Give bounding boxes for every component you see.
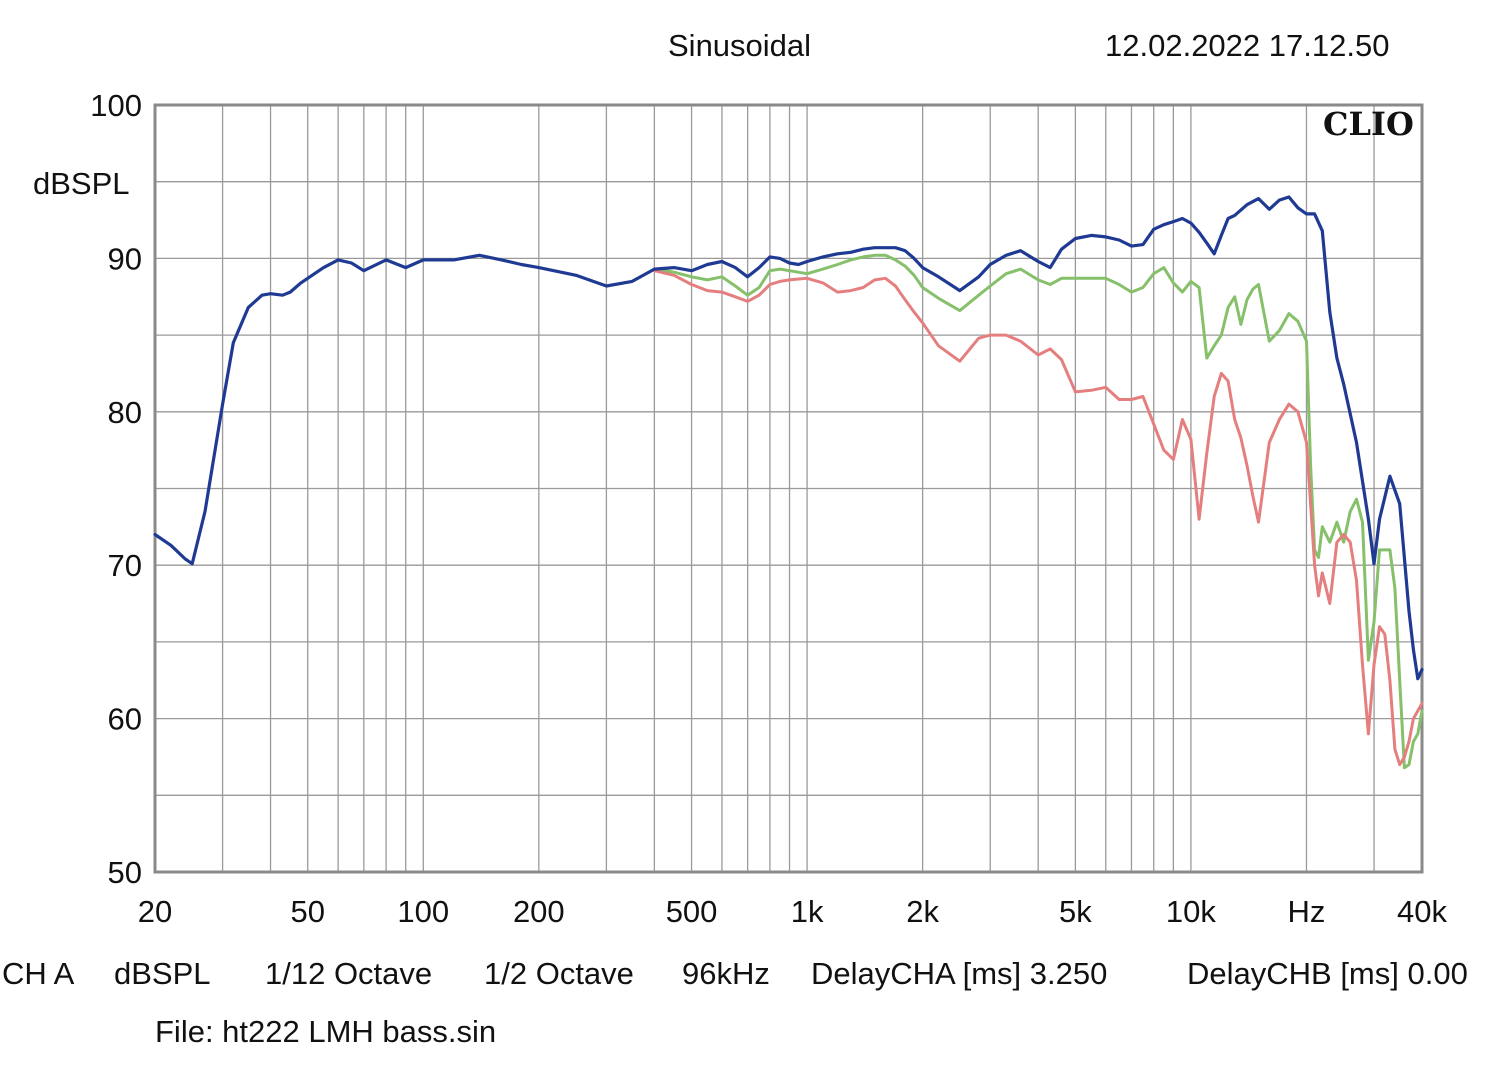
series-lines [153, 195, 1424, 770]
footer-sample-rate: 96kHz [682, 956, 770, 991]
x-tick-label: 1k [791, 894, 824, 929]
x-tick-label: 50 [290, 894, 324, 929]
x-tick-label: 100 [397, 894, 449, 929]
footer-delay-chb: DelayCHB [ms] 0.00 [1187, 956, 1468, 991]
y-tick-label: 50 [108, 855, 142, 890]
x-tick-label: 200 [513, 894, 565, 929]
y-tick-label: 80 [108, 395, 142, 430]
y-axis-unit-label: dBSPL [33, 166, 130, 201]
footer-channel: CH A [2, 956, 75, 991]
timestamp-label: 12.02.2022 17.12.50 [1105, 28, 1390, 63]
footer-delay-cha: DelayCHA [ms] 3.250 [811, 956, 1108, 991]
x-tick-label: 500 [666, 894, 718, 929]
x-tick-label: Hz [1288, 894, 1326, 929]
x-tick-label: 40k [1397, 894, 1447, 929]
series-line-red [652, 269, 1424, 767]
y-tick-label: 100 [90, 88, 142, 123]
measurement-mode-label: Sinusoidal [668, 28, 812, 63]
footer-smoothing: 1/12 Octave [265, 956, 433, 991]
footer-file-name: File: ht222 LMH bass.sin [155, 1014, 497, 1049]
series-line-blue [153, 195, 1424, 681]
plot-area [153, 103, 1424, 874]
clio-brand-logo: CLIO [1323, 105, 1414, 143]
y-tick-label: 60 [108, 702, 142, 737]
tick-labels: 20 50 100 200 500 1k 2k 5k 10k Hz 40k 100 90 80 70 60 50 [90, 88, 1447, 929]
x-tick-label: 5k [1059, 894, 1092, 929]
x-tick-label: 10k [1166, 894, 1216, 929]
grid-lines [155, 105, 1422, 872]
x-tick-label: 2k [906, 894, 939, 929]
y-tick-label: 90 [108, 241, 142, 276]
footer-resolution: 1/2 Octave [484, 956, 634, 991]
y-tick-label: 70 [108, 548, 142, 583]
footer-unit: dBSPL [114, 956, 211, 991]
series-line-green [652, 253, 1424, 770]
x-tick-label: 20 [138, 894, 172, 929]
